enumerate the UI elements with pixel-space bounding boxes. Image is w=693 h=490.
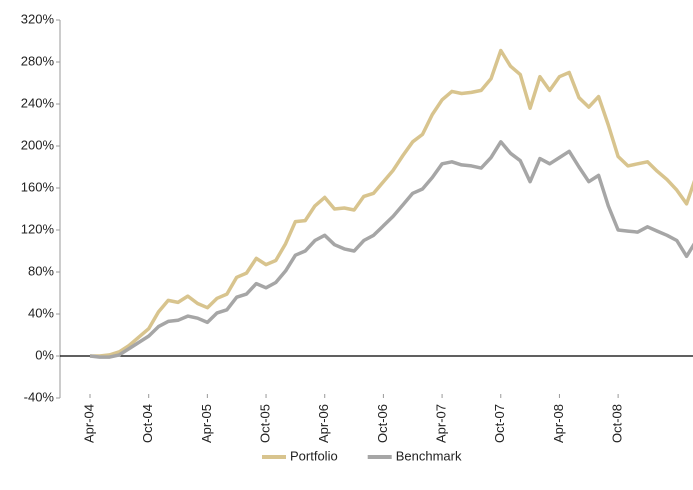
- x-tick-label: Oct-07: [492, 404, 507, 443]
- x-tick-label: Apr-08: [551, 404, 566, 443]
- x-tick-label: Oct-05: [257, 404, 272, 443]
- x-tick-label: Apr-04: [81, 404, 96, 443]
- x-tick-label: Oct-04: [140, 404, 155, 443]
- y-tick-label: 320%: [21, 11, 55, 26]
- legend-label: Benchmark: [396, 448, 462, 463]
- y-tick-label: -40%: [24, 389, 55, 404]
- y-tick-label: 240%: [21, 95, 55, 110]
- x-tick-label: Apr-05: [199, 404, 214, 443]
- x-tick-label: Oct-06: [375, 404, 390, 443]
- y-tick-label: 40%: [28, 305, 54, 320]
- legend-label: Portfolio: [290, 448, 338, 463]
- y-tick-label: 0%: [35, 347, 54, 362]
- x-tick-label: Apr-06: [316, 404, 331, 443]
- x-tick-label: Oct-08: [610, 404, 625, 443]
- series-line: [89, 140, 693, 359]
- y-tick-label: 120%: [21, 221, 55, 236]
- x-tick-label: Apr-07: [434, 404, 449, 443]
- y-tick-label: 160%: [21, 179, 55, 194]
- y-tick-label: 200%: [21, 137, 55, 152]
- y-tick-label: 80%: [28, 263, 54, 278]
- series-line: [90, 48, 693, 358]
- y-tick-label: 280%: [21, 53, 55, 68]
